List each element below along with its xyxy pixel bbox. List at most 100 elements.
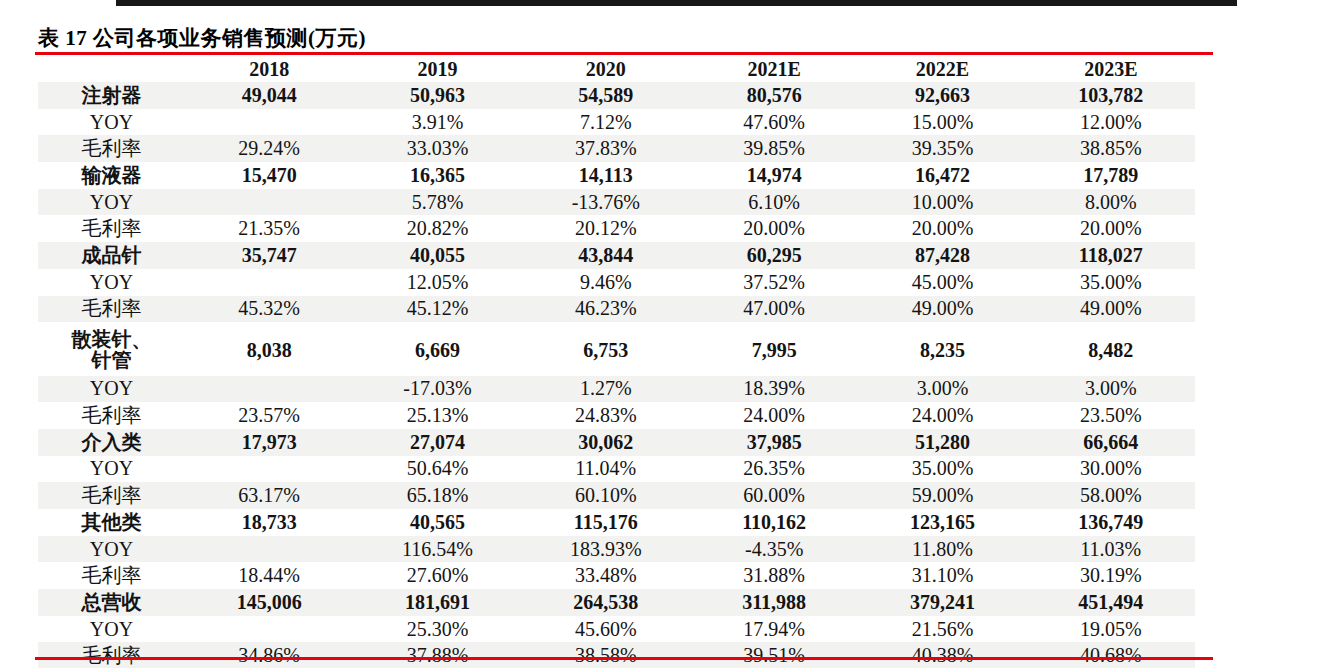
table-cell: 26.35% (690, 456, 858, 483)
table-cell: 24.00% (690, 402, 858, 429)
table-cell: 39.85% (690, 135, 858, 162)
table-cell: 116.54% (353, 536, 521, 563)
row-label: 毛利率 (38, 642, 185, 668)
table-cell: 49.00% (1027, 296, 1195, 323)
table-cell: 10.00% (858, 189, 1026, 216)
row-label: 毛利率 (38, 562, 185, 589)
header-row: 2018201920202021E2022E2023E (38, 57, 1195, 82)
row-label: 输液器 (38, 162, 185, 189)
table-cell: 136,749 (1027, 509, 1195, 536)
row-label: 散装针、 针管 (38, 322, 185, 375)
table-cell: 11.80% (858, 536, 1026, 563)
table-cell: 16,365 (353, 162, 521, 189)
row-label: 其他类 (38, 509, 185, 536)
table-cell: 20.00% (1027, 215, 1195, 242)
table-cell: 43,844 (522, 242, 690, 269)
table-cell: 3.91% (353, 109, 521, 136)
table-cell: 118,027 (1027, 242, 1195, 269)
title-underline-rule (35, 52, 1213, 55)
row-label: 毛利率 (38, 215, 185, 242)
table-cell (185, 376, 353, 403)
table-row: YOY25.30%45.60%17.94%21.56%19.05% (38, 616, 1195, 643)
table-cell: 17,973 (185, 429, 353, 456)
table-cell: 8.00% (1027, 189, 1195, 216)
row-label: 毛利率 (38, 296, 185, 323)
table-cell: 60.00% (690, 482, 858, 509)
table-bottom-rule (35, 657, 1213, 660)
table-row: 散装针、 针管8,0386,6696,7537,9958,2358,482 (38, 322, 1195, 375)
table-cell: 183.93% (522, 536, 690, 563)
row-label: YOY (38, 269, 185, 296)
table-row: 输液器15,47016,36514,11314,97416,47217,789 (38, 162, 1195, 189)
table-cell: 20.00% (858, 215, 1026, 242)
table-cell: 45.12% (353, 296, 521, 323)
table-row: 毛利率29.24%33.03%37.83%39.85%39.35%38.85% (38, 135, 1195, 162)
table-cell: 59.00% (858, 482, 1026, 509)
table-cell: 65.18% (353, 482, 521, 509)
table-cell: 15.00% (858, 109, 1026, 136)
table-row: 注射器49,04450,96354,58980,57692,663103,782 (38, 82, 1195, 109)
header-cell-year: 2022E (858, 57, 1026, 82)
header-cell-year: 2020 (522, 57, 690, 82)
table-cell: -17.03% (353, 376, 521, 403)
table-cell: 30.19% (1027, 562, 1195, 589)
table-cell: 1.27% (522, 376, 690, 403)
table-cell: 6,753 (522, 322, 690, 375)
table-cell: 40.38% (858, 642, 1026, 668)
table-cell: 45.60% (522, 616, 690, 643)
table-row: 介入类17,97327,07430,06237,98551,28066,664 (38, 429, 1195, 456)
table-cell: 29.24% (185, 135, 353, 162)
table-cell: 58.00% (1027, 482, 1195, 509)
header-cell-year: 2023E (1027, 57, 1195, 82)
table-cell: 18,733 (185, 509, 353, 536)
table-cell: 45.00% (858, 269, 1026, 296)
table-row: YOY5.78%-13.76%6.10%10.00%8.00% (38, 189, 1195, 216)
top-black-bar (116, 0, 1237, 6)
table-cell: 110,162 (690, 509, 858, 536)
table-row: YOY12.05%9.46%37.52%45.00%35.00% (38, 269, 1195, 296)
table-cell: 30.00% (1027, 456, 1195, 483)
table-cell: 40,565 (353, 509, 521, 536)
row-label: YOY (38, 189, 185, 216)
table-cell: 16,472 (858, 162, 1026, 189)
table-row: 成品针35,74740,05543,84460,29587,428118,027 (38, 242, 1195, 269)
table-row: 毛利率21.35%20.82%20.12%20.00%20.00%20.00% (38, 215, 1195, 242)
table-cell: 14,113 (522, 162, 690, 189)
row-label: 毛利率 (38, 135, 185, 162)
table-cell: 34.86% (185, 642, 353, 668)
table-cell (185, 109, 353, 136)
table-cell: 18.44% (185, 562, 353, 589)
table-row: YOY116.54%183.93%-4.35%11.80%11.03% (38, 536, 1195, 563)
table-cell: 20.82% (353, 215, 521, 242)
table-cell: 45.32% (185, 296, 353, 323)
table-row: YOY-17.03%1.27%18.39%3.00%3.00% (38, 376, 1195, 403)
table-cell (185, 269, 353, 296)
table-cell: 37.83% (522, 135, 690, 162)
row-label: YOY (38, 109, 185, 136)
table-cell (185, 536, 353, 563)
header-cell-year: 2018 (185, 57, 353, 82)
table-cell: 103,782 (1027, 82, 1195, 109)
table-cell: 47.60% (690, 109, 858, 136)
table-cell: 27.60% (353, 562, 521, 589)
table-cell: 5.78% (353, 189, 521, 216)
row-label: YOY (38, 536, 185, 563)
table-cell (185, 189, 353, 216)
table-cell: -13.76% (522, 189, 690, 216)
header-cell-year: 2019 (353, 57, 521, 82)
row-label: YOY (38, 616, 185, 643)
table-cell: 54,589 (522, 82, 690, 109)
table-cell: 80,576 (690, 82, 858, 109)
table-cell: 21.56% (858, 616, 1026, 643)
table-cell: 451,494 (1027, 589, 1195, 616)
table-cell: 19.05% (1027, 616, 1195, 643)
table-cell: 40,055 (353, 242, 521, 269)
table-cell: 17,789 (1027, 162, 1195, 189)
table-cell: 60.10% (522, 482, 690, 509)
row-label: 注射器 (38, 82, 185, 109)
table-cell: 47.00% (690, 296, 858, 323)
table-cell: 264,538 (522, 589, 690, 616)
table-cell: 8,482 (1027, 322, 1195, 375)
table-row: 毛利率63.17%65.18%60.10%60.00%59.00%58.00% (38, 482, 1195, 509)
table-cell: 311,988 (690, 589, 858, 616)
